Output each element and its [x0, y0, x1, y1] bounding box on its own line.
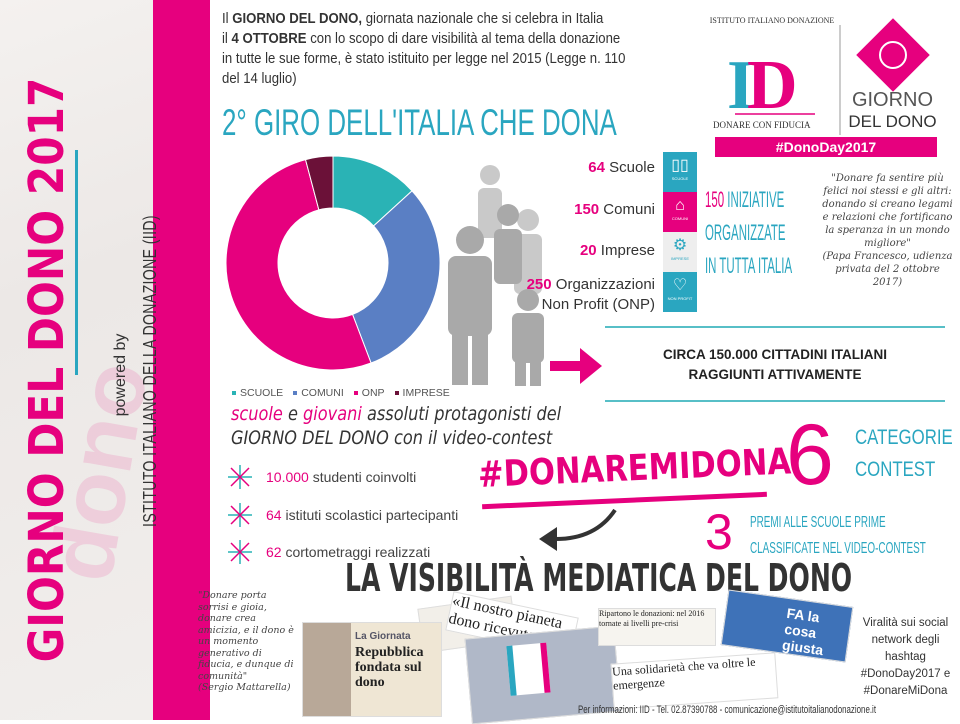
- sidebar-org: ISTITUTO ITALIANO DELLA DONAZIONE (IID): [140, 215, 160, 527]
- press-clipping: Una solidarietà che va oltre le emergenz…: [610, 652, 779, 710]
- papa-quote: "Donare fa sentire più felici noi stessi…: [822, 173, 953, 288]
- stat-scuole: 64 Scuole: [588, 159, 655, 176]
- sidebar-title: GIORNO DEL DONO 2017: [19, 77, 75, 663]
- sidebar-divider: [75, 150, 78, 375]
- bullet-item: 62 cortometraggi realizzati: [228, 540, 430, 564]
- viral-text: Viralità sui social network degli hashta…: [860, 617, 951, 697]
- photo: [303, 623, 351, 716]
- logo-arc-text: ISTITUTO ITALIANO DONAZIONE: [709, 16, 835, 25]
- footer-contact: Per informazioni: IID - Tel. 02.87390788…: [578, 704, 877, 716]
- legend-swatch: [353, 391, 358, 396]
- three-number: 3: [705, 504, 733, 560]
- building-icon: ⌂: [675, 197, 685, 214]
- legend-item: IMPRESE: [394, 387, 450, 399]
- clip-title: Repubblica fondata sul dono: [355, 645, 424, 690]
- visibility-title: LA VISIBILITÀ MEDIATICA DEL DONO: [345, 556, 853, 600]
- intro-text: Il GIORNO DEL DONO, giornata nazionale c…: [222, 11, 626, 87]
- circa-text: CIRCA 150.000 CITTADINI ITALIANI RAGGIUNT…: [662, 347, 888, 382]
- legend-label: SCUOLE: [240, 387, 284, 399]
- logo-tagline: DONARE CON FIDUCIA: [713, 120, 811, 130]
- legend-label: COMUNI: [301, 387, 344, 399]
- chart-legend: SCUOLE COMUNI ONP IMPRESE: [232, 387, 450, 399]
- stat-imprese: 20 Imprese: [579, 242, 655, 259]
- logo-del-dono: DEL DONO: [848, 112, 937, 131]
- legend-item: ONP: [353, 387, 385, 399]
- logo-graphic: I D: [715, 18, 937, 157]
- protagonisti-text: scuole e giovani assoluti protagonisti d…: [231, 403, 562, 449]
- legend-swatch: [293, 391, 298, 396]
- logo-giorno: GIORNO: [851, 89, 934, 111]
- donut-chart: [225, 155, 441, 371]
- asterisk-icon: [228, 465, 252, 489]
- category-imprese: ⚙ IMPRESE: [663, 232, 697, 272]
- stat-comuni: 150 Comuni: [574, 201, 655, 218]
- legend-item: COMUNI: [293, 387, 344, 399]
- dono-day-hashtag: #DonoDay2017: [775, 139, 877, 155]
- asterisk-icon: [228, 503, 252, 527]
- powered-by: powered by: [112, 333, 129, 417]
- gears-icon: ⚙: [672, 237, 688, 254]
- legend-label: ONP: [361, 387, 385, 399]
- heart-icon: ♡: [672, 277, 688, 294]
- three-label: PREMI ALLE SCUOLE PRIME CLASSIFICATE NEL …: [750, 514, 926, 557]
- six-label: CATEGORIE CONTEST: [855, 426, 953, 481]
- tv-screenshot: FA la cosa giusta: [720, 589, 854, 663]
- divider: [605, 400, 945, 402]
- legend-swatch: [394, 391, 399, 396]
- asterisk-icon: [228, 540, 252, 564]
- book-icon: ▯▯: [671, 157, 689, 174]
- logo-monogram-d: D: [747, 47, 798, 124]
- giro-title: 2° GIRO DELL'ITALIA CHE DONA: [222, 102, 617, 143]
- stat-onp: 250 Organizzazioni Non Profit (ONP): [526, 276, 655, 313]
- people-icon: [448, 165, 544, 386]
- contest-hashtag: #DONAREMIDONA: [477, 441, 792, 496]
- donut-slice-onp: [225, 158, 372, 371]
- id-logo-panel: [506, 642, 551, 696]
- donut-slice-imprese: [304, 155, 334, 211]
- legend-swatch: [232, 391, 236, 396]
- bullet-item: 64 istituti scolastici partecipanti: [228, 503, 458, 527]
- legend-item: SCUOLE: [232, 387, 283, 399]
- press-clipping-giornata: La Giornata Repubblica fondata sul dono: [302, 622, 442, 717]
- legend-label: IMPRESE: [402, 387, 450, 399]
- pink-strip: [153, 0, 210, 720]
- six-number: 6: [786, 407, 834, 503]
- logo-monogram-i: I: [727, 47, 754, 124]
- category-scuole: ▯▯ SCUOLE: [663, 152, 697, 192]
- mattarella-quote: "Donare porta sorrisi e gioia, donare cr…: [198, 590, 294, 693]
- category-non-profit: ♡ NON PROFIT: [663, 272, 697, 312]
- iniziative-text: 150 INIZIATIVE ORGANIZZATE IN TUTTA ITALI…: [705, 187, 793, 278]
- logo: I D ISTITUTO ITALIANO DONAZIONE DONARE C…: [705, 10, 945, 158]
- press-clipping: Ripartono le donazioni: nel 2016 tornate…: [598, 608, 716, 646]
- clip-head: La Giornata: [355, 631, 411, 642]
- arrow-right-icon: [550, 348, 602, 384]
- category-comuni: ⌂ COMUNI: [663, 192, 697, 232]
- bullet-item: 10.000 studenti coinvolti: [228, 465, 416, 489]
- donut-slice-comuni: [351, 190, 441, 364]
- divider: [605, 326, 945, 328]
- curved-arrow-icon: [539, 508, 617, 551]
